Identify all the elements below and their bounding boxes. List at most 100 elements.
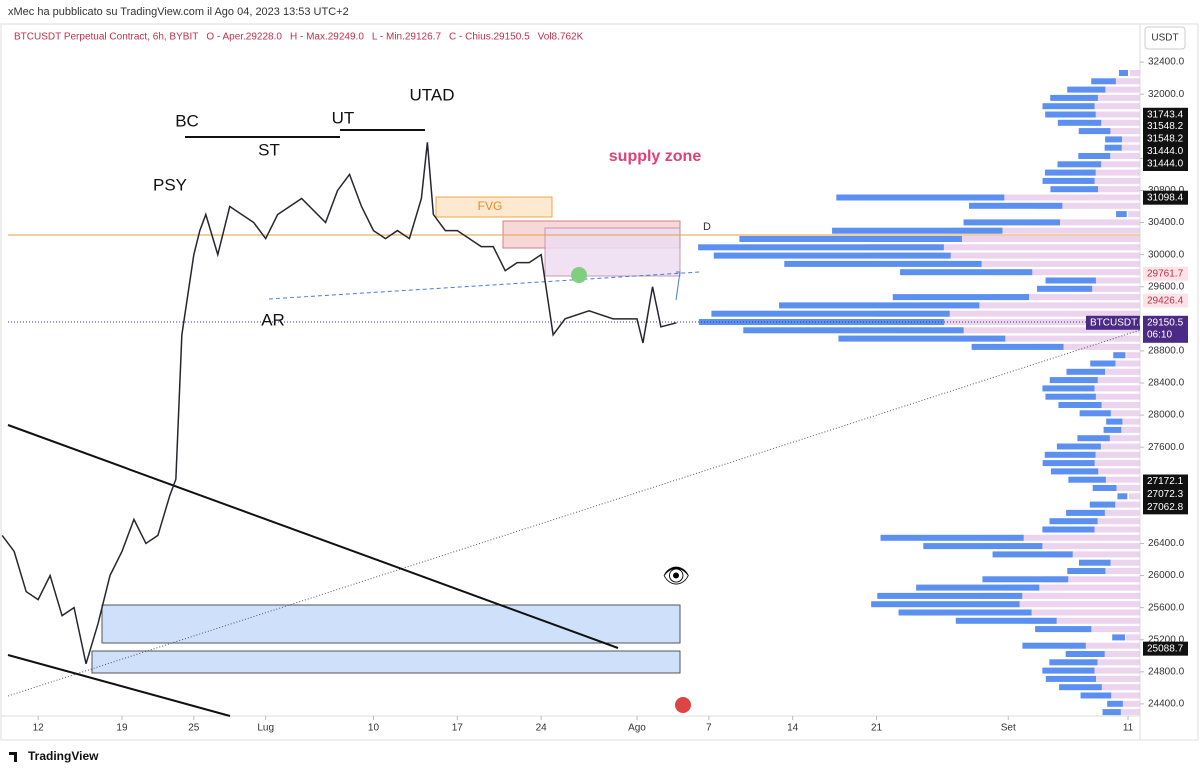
volume-row [1032,219,1140,226]
y-tick-label: 28400.0 [1148,378,1185,389]
volume-row [698,244,944,251]
volume-row [1098,476,1140,483]
currency-button[interactable] [1144,26,1186,50]
volume-row [1113,352,1126,359]
last-price-label: 29150.5 [1147,317,1184,328]
channel-line [7,424,619,649]
volume-row [923,543,1043,550]
price-line [1,142,677,665]
volume-row [1078,153,1111,159]
volume-row [1104,128,1140,135]
volume-profile [698,70,1140,716]
volume-row [963,219,1061,226]
annotation: ST [258,140,280,159]
volume-row [1091,119,1140,126]
volume-row [866,244,1140,251]
volume-row [1091,161,1140,168]
volume-row [1097,568,1140,574]
last-price-symbol [1086,315,1140,330]
volume-row [1107,700,1123,707]
volume-row [1067,86,1106,93]
volume-row [1045,675,1096,682]
price-tag [1143,293,1188,308]
volume-row [1037,343,1140,350]
y-tick-label: 30400.0 [1148,217,1185,228]
volume-row [950,227,1140,234]
x-tick-label: 7 [706,723,712,734]
volume-row [992,609,1140,616]
legend-item: O - Aper.29228.0 [206,32,282,43]
volume-row [1065,651,1105,657]
volume-row [1082,103,1140,110]
volume-row [1104,559,1140,566]
last-price-tag [1143,315,1188,343]
price-tag-label: 31444.0 [1147,146,1184,157]
annotation: BC [175,111,199,130]
y-tick-label: 24800.0 [1148,666,1185,677]
volume-row [1091,78,1116,85]
price-tag [1143,266,1188,281]
volume-row [900,269,1033,276]
ar-line [268,271,701,300]
x-tick-label: Lug [257,723,274,734]
volume-row [1078,128,1111,135]
volume-row [953,194,1140,201]
price-tag-label: 27072.3 [1147,489,1184,500]
volume-row [1003,584,1140,591]
volume-row [1057,161,1102,168]
price-tag-label: 25088.7 [1147,643,1184,654]
volume-row [895,327,1140,334]
y-tick-label: 28800.0 [1148,346,1185,357]
volume-row [1067,568,1106,574]
volume-row [1050,186,1099,193]
volume-row [1091,443,1140,450]
volume-row [1082,460,1140,467]
volume-row [1027,617,1140,624]
volume-row [1116,211,1127,218]
volume-row [1066,368,1106,375]
volume-row [1045,393,1096,400]
x-tick-label: 11 [1123,723,1134,734]
annotation: AR [261,310,285,329]
volume-row [1129,493,1140,500]
volume-row [982,576,1069,583]
brand-logo [9,752,17,762]
volume-row [1103,426,1122,433]
y-tick-label: 25200.0 [1148,634,1185,645]
volume-row [836,194,1005,201]
volume-row [1096,509,1140,516]
countdown: 06:10 [1147,329,1172,340]
volume-row [1105,692,1140,699]
volume-row [877,592,1023,599]
volume-row [1042,526,1095,533]
annotation: PSY [153,175,187,194]
price-tag-label: 31098.4 [1147,192,1184,203]
volume-row [1120,426,1140,433]
y-tick-label: 32000.0 [1148,89,1185,100]
volume-row [1125,634,1140,641]
volume-row [1119,709,1140,716]
price-tag-label: 27062.8 [1147,502,1184,513]
y-tick-label: 30800.0 [1148,185,1185,196]
y-tick-label: 32400.0 [1148,57,1185,68]
volume-row [1104,144,1122,151]
volume-row [971,343,1064,350]
volume-row [954,335,1140,342]
volume-row [1045,169,1096,176]
annotation: supply zone [609,148,702,165]
annotation: UT [332,108,355,127]
volume-row [1035,626,1092,633]
volume-row [1049,659,1098,666]
price-tag [1143,156,1188,171]
volume-row [1022,642,1086,649]
volume-row [1089,501,1116,508]
volume-row [1045,111,1096,118]
volume-row [871,601,1020,608]
volume-row [1083,111,1140,118]
volume-row [1092,684,1140,691]
volume-row [743,327,964,334]
projection-arrow [675,271,681,301]
legend-item: H - Max.29249.0 [290,32,364,43]
x-tick-label: 12 [33,723,45,734]
